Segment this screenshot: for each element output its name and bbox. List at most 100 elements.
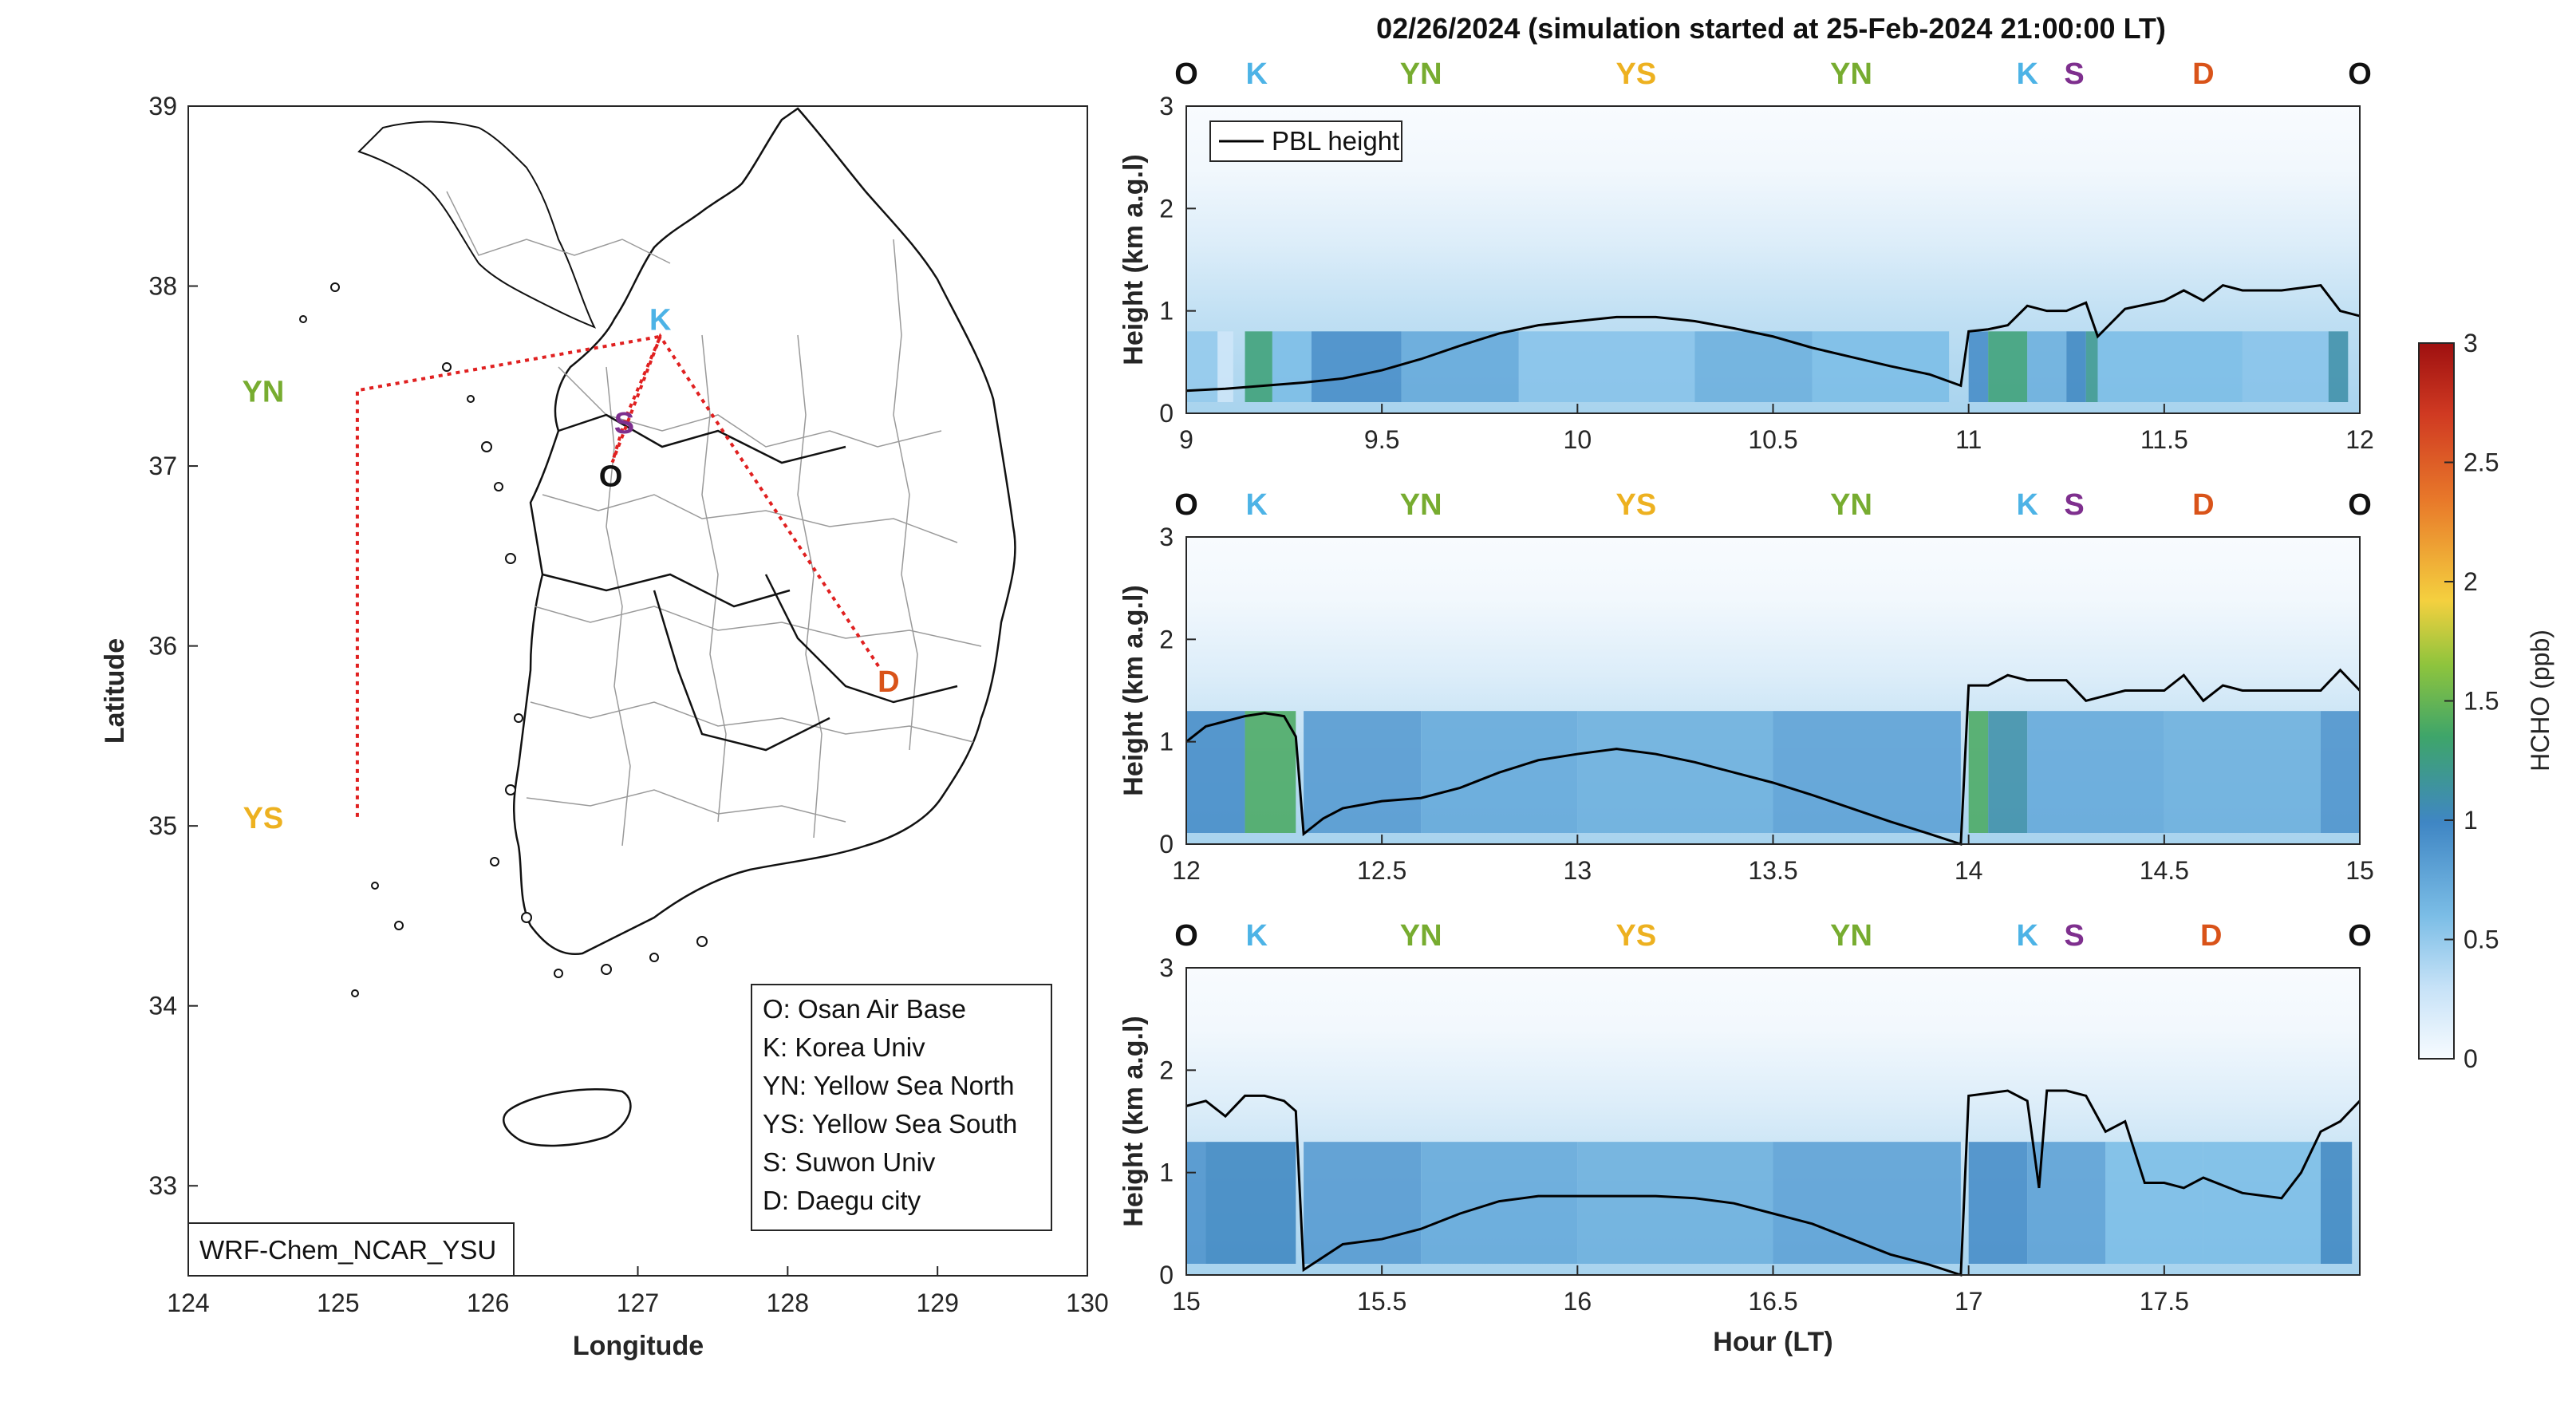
xtick-label: 13 bbox=[1564, 856, 1592, 885]
site-label-s: S bbox=[614, 407, 634, 440]
xtick-label: 17.5 bbox=[2140, 1287, 2189, 1316]
colorbar-tick-label: 1 bbox=[2464, 806, 2478, 835]
hcho-column bbox=[1968, 711, 1989, 833]
site-marker-yn: YN bbox=[1400, 57, 1442, 91]
xtick-label: 16.5 bbox=[1748, 1287, 1797, 1316]
hcho-column bbox=[2328, 331, 2349, 402]
map-ytick-label: 38 bbox=[148, 272, 177, 301]
ytick-label: 2 bbox=[1159, 194, 1174, 223]
colorbar-tick-label: 2.5 bbox=[2464, 448, 2499, 477]
hcho-column bbox=[2105, 1142, 2203, 1264]
site-marker-yn: YN bbox=[1830, 919, 1872, 953]
korea-peninsula-map bbox=[299, 107, 1016, 1147]
site-marker-yn: YN bbox=[1830, 57, 1872, 91]
site-label-d: D bbox=[878, 665, 899, 699]
figure-title: 02/26/2024 (simulation started at 25-Feb… bbox=[1376, 12, 2166, 45]
xtick-label: 15.5 bbox=[1357, 1287, 1406, 1316]
map-ytick-label: 36 bbox=[148, 632, 177, 661]
map-xtick-label: 128 bbox=[767, 1289, 809, 1317]
hcho-column bbox=[1186, 1142, 1206, 1264]
colorbar-tick-label: 0 bbox=[2464, 1044, 2478, 1073]
ytick-label: 3 bbox=[1159, 523, 1174, 551]
xtick-label: 15 bbox=[2345, 856, 2374, 885]
site-marker-k: K bbox=[1246, 919, 1268, 953]
site-marker-o: O bbox=[1174, 919, 1198, 953]
cross-section-panel-3: 15 15.5 16 16.5 17 17.5 0 1 2 3 Height (km a.g.l) H… bbox=[1118, 919, 2372, 1357]
xtick-label: 14 bbox=[1955, 856, 1983, 885]
site-marker-yn: YN bbox=[1400, 919, 1442, 953]
hcho-column bbox=[1988, 331, 2028, 402]
site-marker-ys: YS bbox=[1616, 488, 1657, 522]
site-marker-ys: YS bbox=[1616, 57, 1657, 91]
map-ytick-label: 39 bbox=[148, 92, 177, 120]
hcho-column bbox=[2164, 711, 2321, 833]
site-marker-o: O bbox=[2348, 57, 2372, 91]
site-marker-d: D bbox=[2200, 919, 2222, 953]
hcho-column bbox=[1968, 331, 1989, 402]
site-label-ys: YS bbox=[243, 802, 284, 835]
hcho-column bbox=[1773, 1142, 1961, 1264]
site-legend-box bbox=[751, 984, 1052, 1231]
site-marker-s: S bbox=[2064, 57, 2084, 91]
hcho-column bbox=[2320, 711, 2360, 833]
hcho-column bbox=[2027, 711, 2164, 833]
hcho-column bbox=[1518, 331, 1695, 402]
hcho-column bbox=[2203, 1142, 2321, 1264]
map-xlabel: Longitude bbox=[573, 1331, 704, 1361]
xtick-label: 15 bbox=[1172, 1287, 1201, 1316]
site-legend-entry: K: Korea Univ bbox=[763, 1032, 925, 1062]
map-xtick-label: 129 bbox=[916, 1289, 958, 1317]
map-xtick-label: 127 bbox=[617, 1289, 659, 1317]
map-xtick-label: 124 bbox=[167, 1289, 209, 1317]
hcho-column bbox=[2027, 331, 2067, 402]
hcho-column bbox=[1186, 711, 1245, 833]
hcho-column bbox=[1304, 711, 1422, 833]
map-ytick-label: 34 bbox=[148, 992, 177, 1020]
xtick-label: 12 bbox=[1172, 856, 1201, 885]
colorbar-label: HCHO (ppb) bbox=[2526, 630, 2554, 772]
site-marker-k: K bbox=[1246, 488, 1268, 522]
hcho-column bbox=[1988, 711, 2028, 833]
hcho-column bbox=[2242, 331, 2329, 402]
site-marker-o: O bbox=[1174, 57, 1198, 91]
pbl-height-line bbox=[1185, 668, 2361, 847]
site-legend: O: Osan Air Base K: Korea Univ YN: Yellow … bbox=[763, 994, 1017, 1215]
ytick-label: 2 bbox=[1159, 625, 1174, 653]
xtick-label: 14.5 bbox=[2140, 856, 2189, 885]
site-marker-k: K bbox=[2016, 919, 2038, 953]
hcho-column bbox=[1304, 1142, 1422, 1264]
ylabel: Height (km a.g.l) bbox=[1118, 154, 1149, 365]
flight-route-line bbox=[355, 333, 882, 817]
site-marker-o: O bbox=[2348, 919, 2372, 953]
model-label-box bbox=[187, 1222, 515, 1277]
hcho-column bbox=[1968, 1142, 2028, 1264]
hcho-column bbox=[2085, 331, 2098, 402]
hcho-column bbox=[1421, 1142, 1578, 1264]
xtick-label: 10.5 bbox=[1748, 425, 1797, 454]
xlabel: Hour (LT) bbox=[1713, 1327, 1832, 1357]
site-label-k: K bbox=[649, 304, 672, 337]
hcho-column bbox=[2027, 1142, 2106, 1264]
map-ticks: 124 125 126 127 128 129 130 33 34 35 36 37 38 39 bbox=[148, 92, 1108, 1317]
site-label-o: O bbox=[599, 460, 623, 494]
model-label: WRF-Chem_NCAR_YSU bbox=[199, 1235, 496, 1265]
site-legend-entry: O: Osan Air Base bbox=[763, 994, 966, 1024]
site-legend-entry: D: Daegu city bbox=[763, 1186, 921, 1215]
site-label-yn: YN bbox=[243, 375, 285, 409]
map-ytick-label: 37 bbox=[148, 452, 177, 480]
ytick-label: 3 bbox=[1159, 953, 1174, 982]
hcho-column bbox=[1272, 331, 1312, 402]
xtick-label: 11.5 bbox=[2140, 425, 2188, 454]
xtick-label: 10 bbox=[1564, 425, 1592, 454]
site-marker-s: S bbox=[2064, 488, 2084, 522]
ytick-label: 1 bbox=[1159, 1158, 1174, 1187]
colorbar-tick-label: 3 bbox=[2464, 329, 2478, 357]
map-ytick-label: 33 bbox=[148, 1171, 177, 1200]
map-panel: 124 125 126 127 128 129 130 33 34 35 36 37 38 39 O K S Y… bbox=[100, 92, 1109, 1361]
colorbar: 0 0.5 1 1.5 2 2.5 3 HCHO (ppb) bbox=[2418, 329, 2554, 1073]
xtick-label: 11 bbox=[1955, 425, 1982, 454]
hcho-column bbox=[1401, 331, 1519, 402]
site-marker-d: D bbox=[2192, 488, 2214, 522]
